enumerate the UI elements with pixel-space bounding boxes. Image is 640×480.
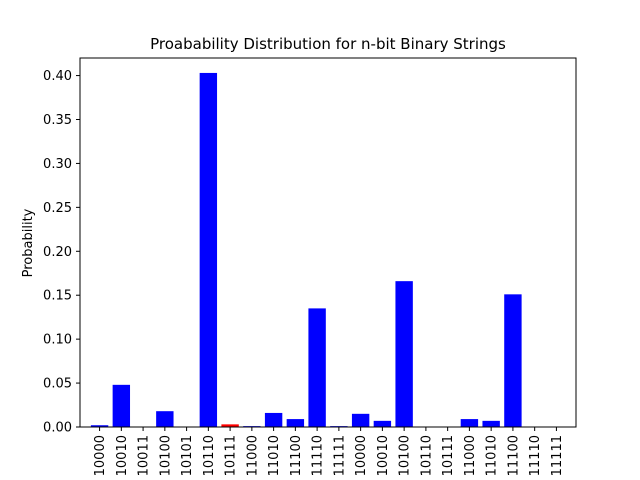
x-tick-label-10: 11110 [311,435,326,476]
y-axis-label: Probability [21,208,36,277]
x-tick-label-13: 10010 [376,435,391,476]
y-tick-label-4: 0.20 [43,245,72,260]
y-tick-label-1: 0.05 [43,377,72,392]
x-tick-label-2: 10011 [137,435,152,476]
x-tick-label-3: 10100 [158,435,173,476]
x-tick-label-20: 11110 [528,435,543,476]
y-tick-label-2: 0.10 [43,333,72,348]
y-tick-label-8: 0.40 [43,69,72,84]
y-tick-label-6: 0.30 [43,157,72,172]
x-tick-label-21: 11111 [550,435,565,476]
x-tick-label-18: 11010 [485,435,500,476]
x-tick-label-8: 11010 [267,435,282,476]
bar-6 [221,424,239,427]
y-tick-label-7: 0.35 [43,113,72,128]
x-tick-label-15: 10110 [419,435,434,476]
x-tick-label-4: 10101 [180,435,195,476]
bar-18 [482,420,500,427]
x-tick-label-0: 10000 [93,435,108,476]
bar-14 [395,281,413,427]
x-tick-label-14: 10100 [398,435,413,476]
y-tick-label-0: 0.00 [43,421,72,436]
x-tick-label-19: 11100 [506,435,521,476]
x-tick-label-12: 10000 [354,435,369,476]
x-tick-label-6: 10111 [224,435,239,476]
bar-17 [460,419,479,427]
x-tick-label-1: 10010 [115,435,130,476]
bar-8 [264,412,283,427]
x-tick-label-9: 11100 [289,435,304,476]
bar-10 [308,308,326,427]
chart-title: Proabability Distribution for n-bit Bina… [150,35,506,53]
bar-0 [90,425,109,427]
x-tick-label-7: 11000 [245,435,260,476]
bar-5 [199,72,218,427]
bar-3 [156,411,174,427]
bar-12 [351,413,370,427]
bar-1 [112,384,131,427]
y-tick-label-3: 0.15 [43,289,72,304]
y-tick-label-5: 0.25 [43,201,72,216]
bars-group [90,72,522,427]
bar-13 [373,420,392,427]
bar-9 [286,419,305,427]
x-tick-label-11: 11111 [332,435,347,476]
x-axis: 10000 10010 10011 10100 10101 10110 10111 11000… [93,427,565,476]
bar-19 [504,294,522,427]
x-tick-label-17: 11000 [463,435,478,476]
y-axis: 0.00 0.05 0.10 0.15 0.20 0.25 0.30 0.35 0.40 [43,69,80,436]
plot-frame [79,57,577,428]
x-tick-label-5: 10110 [202,435,217,476]
x-tick-label-16: 10111 [441,435,456,476]
